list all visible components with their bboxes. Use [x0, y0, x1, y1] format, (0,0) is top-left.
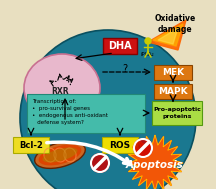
- Circle shape: [91, 154, 109, 172]
- Ellipse shape: [39, 145, 81, 165]
- Ellipse shape: [43, 148, 78, 162]
- Text: RXR: RXR: [51, 88, 69, 97]
- Polygon shape: [158, 28, 178, 44]
- FancyBboxPatch shape: [154, 84, 192, 99]
- Ellipse shape: [35, 142, 85, 168]
- FancyBboxPatch shape: [13, 137, 49, 153]
- Ellipse shape: [24, 54, 100, 122]
- Text: Oxidative
damage: Oxidative damage: [154, 14, 196, 34]
- Circle shape: [145, 38, 151, 44]
- Text: Apoptosis: Apoptosis: [126, 160, 184, 170]
- Polygon shape: [127, 135, 183, 189]
- Text: MAPK: MAPK: [158, 87, 188, 96]
- Text: ROS: ROS: [110, 140, 130, 149]
- Text: Pro-apoptotic
proteins: Pro-apoptotic proteins: [153, 107, 201, 119]
- FancyBboxPatch shape: [152, 101, 202, 125]
- Text: MEK: MEK: [162, 68, 184, 77]
- FancyBboxPatch shape: [27, 94, 145, 133]
- Polygon shape: [148, 20, 186, 50]
- FancyBboxPatch shape: [154, 65, 192, 80]
- Polygon shape: [153, 24, 183, 46]
- Text: ?: ?: [122, 64, 128, 74]
- Circle shape: [20, 30, 196, 189]
- Circle shape: [134, 139, 152, 157]
- Text: Bcl-2: Bcl-2: [19, 140, 43, 149]
- FancyBboxPatch shape: [103, 38, 137, 54]
- FancyBboxPatch shape: [102, 137, 138, 153]
- Text: DHA: DHA: [108, 41, 132, 51]
- Text: iPLA₂: iPLA₂: [140, 53, 154, 57]
- Text: Transcription of:
•  pro-survival genes
•  endogenous anti-oxidant
   defense sy: Transcription of: • pro-survival genes •…: [32, 99, 108, 125]
